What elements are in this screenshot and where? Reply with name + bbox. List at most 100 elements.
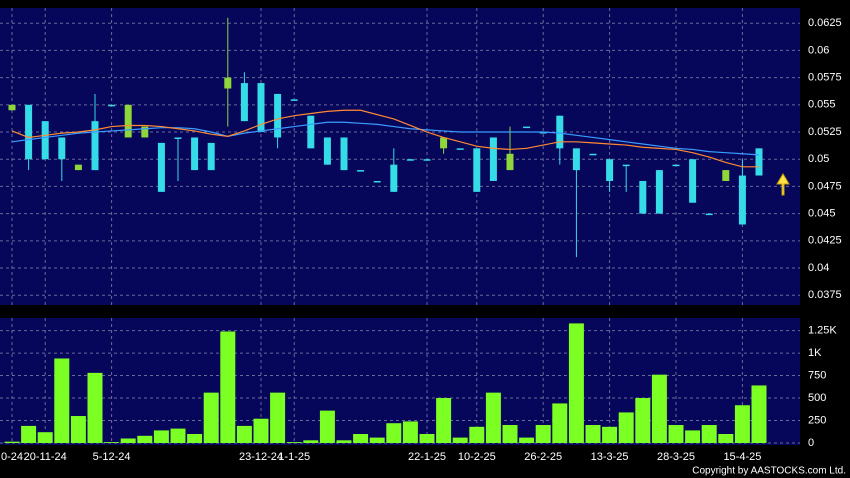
x-tick-label: 0-24: [1, 451, 23, 463]
y-tick-label: 500: [808, 392, 826, 404]
plot-layer: 0-24 20-11-24 5-12-24 23-12-241-1-25 22-1-25…: [0, 8, 842, 463]
volume-bar: [187, 434, 203, 443]
volume-bar: [319, 410, 335, 443]
x-tick-label: 22-1-25: [408, 451, 446, 463]
candle-body: [274, 93, 282, 138]
candle-body: [423, 159, 431, 161]
y-tick-label: 0.06: [808, 44, 829, 56]
x-tick-label: 5-12-24: [93, 451, 131, 463]
y-tick-label: 0.04: [808, 262, 829, 274]
volume-bar: [253, 418, 269, 443]
candle-body: [738, 175, 746, 225]
volume-bar: [402, 421, 418, 443]
y-tick-label: 0.05: [808, 153, 829, 165]
candle-body: [191, 137, 199, 171]
moving-average-line: [11, 109, 759, 168]
candle-body: [473, 148, 481, 192]
candle-body: [589, 153, 597, 156]
candle-body: [406, 159, 414, 161]
volume-bar: [104, 442, 120, 443]
volume-bar: [286, 442, 302, 443]
y-tick-label: 750: [808, 369, 826, 381]
y-tick-label: 0.0425: [808, 235, 842, 247]
y-tick-label: 0.0525: [808, 126, 842, 138]
candle-body: [705, 213, 713, 216]
y-tick-label: 1.25K: [808, 324, 837, 336]
candle-body: [357, 170, 365, 172]
volume-bar: [4, 441, 20, 443]
candle-body: [224, 77, 232, 89]
candle-body: [440, 137, 448, 149]
volume-bar: [54, 358, 70, 443]
volume-bar: [602, 426, 618, 443]
candle-body: [572, 148, 580, 171]
candle-body: [257, 83, 265, 133]
candle-body: [489, 137, 497, 181]
candle-body: [157, 142, 165, 192]
volume-bar: [270, 392, 286, 443]
candle-body: [523, 126, 531, 129]
candle-body: [8, 104, 16, 111]
x-tick-label: 10-2-25: [458, 451, 496, 463]
candle-body: [506, 153, 514, 171]
candle-body: [58, 137, 66, 160]
volume-bar: [170, 428, 186, 443]
candle-body: [340, 137, 348, 171]
candle-body: [539, 132, 547, 134]
candle-body: [124, 104, 132, 138]
candle-body: [390, 164, 398, 192]
x-tick-label: 15-4-25: [723, 451, 761, 463]
volume-bar: [369, 437, 385, 443]
volume-bar: [502, 425, 518, 443]
x-tick-label: 26-2-25: [524, 451, 562, 463]
candle-body: [722, 170, 730, 181]
candle-body: [639, 180, 647, 214]
x-tick-label: 20-11-24: [24, 451, 67, 463]
candle-body: [141, 126, 149, 138]
y-tick-label: 0: [808, 437, 814, 449]
volume-bar: [519, 437, 535, 443]
volume-bar: [751, 385, 767, 443]
volume-bar: [21, 425, 37, 443]
volume-bar: [120, 438, 136, 443]
volume-bar: [37, 432, 53, 443]
candle-body: [74, 164, 82, 171]
candle-body: [240, 83, 248, 122]
candle-body: [290, 99, 298, 101]
volume-bar: [137, 435, 153, 443]
candle-body: [755, 148, 763, 176]
candle-body: [556, 115, 564, 149]
arrow-icon: [776, 173, 790, 196]
x-tick-label: 13-3-25: [591, 451, 629, 463]
volume-bar: [303, 440, 319, 443]
candle-body: [456, 148, 464, 150]
volume-bar: [552, 403, 568, 443]
y-tick-label: 250: [808, 414, 826, 426]
volume-bar: [452, 437, 468, 443]
volume-bar: [336, 440, 352, 443]
y-tick-label: 0.0475: [808, 180, 842, 192]
y-tick-label: 0.0625: [808, 17, 842, 29]
volume-bar: [734, 405, 750, 443]
volume-bar: [685, 430, 701, 443]
volume-bar: [153, 430, 169, 443]
volume-bar: [485, 392, 501, 443]
candle-body: [207, 142, 215, 171]
candle-body: [25, 104, 33, 160]
price-panel: [0, 8, 800, 305]
volume-bar: [651, 374, 667, 443]
y-tick-label: 0.0375: [808, 289, 842, 301]
y-tick-label: 0.0575: [808, 72, 842, 84]
moving-average-line: [11, 121, 760, 156]
candle-body: [91, 121, 99, 171]
candle-body: [672, 164, 680, 167]
volume-bar: [701, 425, 717, 443]
candle-body: [606, 159, 614, 181]
volume-bar: [436, 398, 452, 443]
x-tick-label: 23-12-24: [239, 451, 283, 463]
volume-bar: [87, 372, 103, 443]
candle-body: [689, 159, 697, 203]
volume-bar: [618, 412, 634, 443]
volume-bar: [668, 425, 684, 443]
